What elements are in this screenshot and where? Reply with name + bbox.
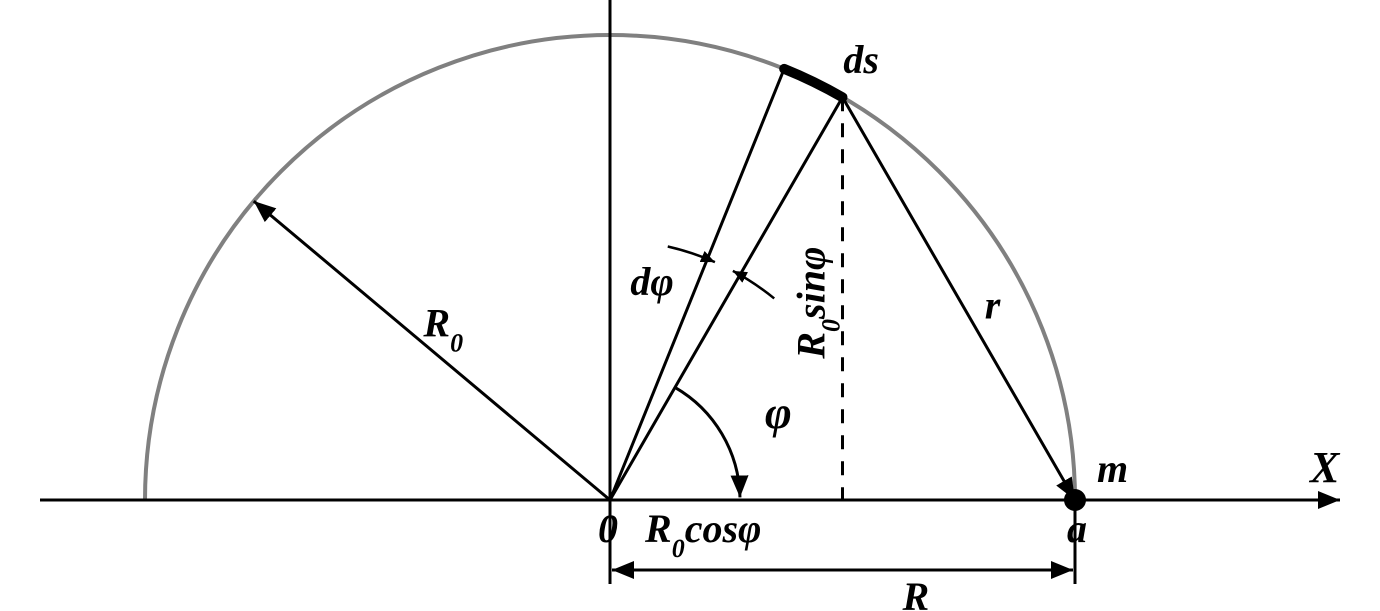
label-dphi: dφ <box>630 259 673 304</box>
label-origin: 0 <box>598 506 618 551</box>
label-ds: ds <box>843 37 879 82</box>
label-R0cosphi: R0cosφ <box>644 506 761 563</box>
label-part: x <box>928 602 942 611</box>
label-m: m <box>1097 446 1128 491</box>
physics-diagram: R0dsdφφrR0sinφR0cosφRxmaX0 <box>0 0 1380 611</box>
label-part: R <box>902 574 930 611</box>
label-R0: R <box>422 301 450 346</box>
label-X: X <box>1308 443 1341 492</box>
label-part: R <box>644 506 672 551</box>
label-a: a <box>1067 506 1087 551</box>
label-Rx: Rx <box>902 574 943 611</box>
label-R0sinphi: R0sinφ <box>789 247 846 360</box>
label-part: 0 <box>672 534 685 563</box>
label-R0-sub: 0 <box>450 328 463 357</box>
label-r: r <box>985 283 1001 328</box>
label-part: cosφ <box>685 506 762 551</box>
label-phi: φ <box>765 387 792 438</box>
